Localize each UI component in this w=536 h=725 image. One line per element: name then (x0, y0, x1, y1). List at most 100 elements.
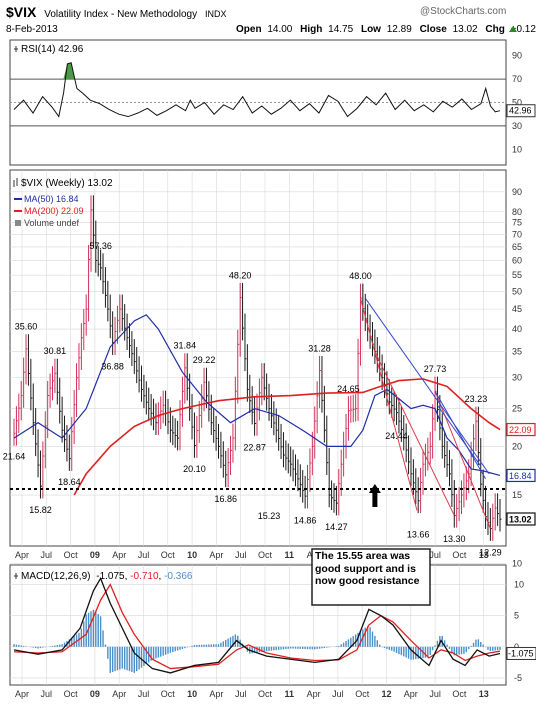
price-data-label: 24.44 (385, 431, 408, 441)
macd-x-tick-label: Oct (64, 689, 79, 699)
macd-legend-icon (14, 573, 18, 579)
price-value-badge-text: 22.09 (509, 425, 532, 435)
macd-line (13, 576, 501, 674)
rsi-legend-icon (14, 46, 18, 52)
price-y-tick-label: 50 (512, 286, 522, 296)
price-x-tick-label: Oct (258, 550, 273, 560)
price-data-label: 57.36 (89, 241, 112, 251)
rsi-y-tick-label: 50 (512, 98, 522, 108)
ma50-line (13, 314, 501, 477)
price-y-tick-label: 70 (512, 229, 522, 239)
price-x-tick-label: Jul (41, 550, 53, 560)
rsi-y-tick-label: 70 (512, 74, 522, 84)
macd-x-tick-label: Jul (429, 689, 441, 699)
rsi-line (13, 62, 501, 118)
price-data-label: 13.66 (407, 530, 430, 540)
price-y-tick-label: 35 (512, 347, 522, 357)
price-value-badge (506, 422, 536, 437)
macd-x-tick-label: 10 (187, 689, 197, 699)
price-legend-icon (13, 178, 18, 187)
macd-x-tick-label: Oct (161, 689, 176, 699)
volume-legend-swatch (15, 220, 21, 226)
volume-legend-text: Volume undef (24, 218, 80, 228)
price-value-badge-text: 16.84 (509, 471, 532, 481)
annotation-text: The 15.55 area was good support and is n… (315, 550, 420, 587)
price-x-tick-label: 13 (479, 550, 489, 560)
open-label: Open (236, 24, 262, 35)
price-x-tick-label: Jul (138, 550, 150, 560)
annotation-box (311, 548, 431, 606)
price-x-tick-label: 09 (90, 550, 100, 560)
macd-x-tick-label: Apr (112, 689, 126, 699)
macd-legend: MACD(12,26,9) -1.075, -0.710, -0.366 (14, 571, 193, 582)
macd-legend-text: MACD(12,26,9) -1.075, -0.710, -0.366 (21, 571, 193, 582)
macd-x-tick-label: 12 (381, 689, 391, 699)
macd-value-badge-text: -1.075 (508, 648, 534, 658)
price-x-tick-label: Oct (452, 550, 467, 560)
ohlc-readout: Open 14.00 High 14.75 Low 12.89 Close 13… (236, 24, 536, 35)
price-data-label: 22.87 (243, 442, 266, 452)
chart-date: 8-Feb-2013 (6, 24, 58, 35)
trendline-blue (437, 404, 482, 467)
rsi-value-badge-text: 42.96 (509, 106, 532, 116)
price-y-tick-label: 40 (512, 324, 522, 334)
price-data-label: 16.86 (214, 494, 237, 504)
low-value: 12.89 (387, 24, 412, 35)
macd-value-badge (506, 646, 536, 660)
price-y-tick-label: 10 (512, 559, 522, 569)
trendline-red (359, 298, 418, 511)
trendline-blue (364, 297, 490, 475)
macd-y-tick-label: 0 (514, 642, 519, 652)
price-value-badge (506, 512, 536, 526)
up-arrow-marker-icon (368, 484, 381, 507)
macd-legend-signal: -0.710 (130, 571, 159, 582)
macd-x-tick-label: Jul (138, 689, 150, 699)
price-y-tick-label: 25 (512, 404, 522, 414)
rsi-value-badge (506, 104, 536, 118)
price-legend: $VIX (Weekly) 13.02 MA(50) 16.84 MA(200)… (13, 178, 113, 228)
up-arrow-icon (509, 26, 517, 32)
price-y-tick-label: 15 (512, 490, 522, 500)
rsi-y-tick-label: 90 (512, 51, 522, 61)
trendline-red (374, 351, 455, 516)
price-data-label: 30.81 (44, 346, 67, 356)
macd-legend-macd: -1.075 (96, 571, 125, 582)
rsi-y-tick-label: 30 (512, 121, 522, 131)
rsi-legend: RSI(14) 42.96 (14, 44, 84, 55)
price-y-tick-label: 65 (512, 242, 522, 252)
macd-y-tick-label: 5 (514, 611, 519, 621)
price-data-label: 18.64 (58, 477, 81, 487)
chg-label: Chg (485, 24, 504, 35)
macd-x-tick-label: Jul (235, 689, 247, 699)
macd-legend-hist: -0.366 (164, 571, 193, 582)
price-y-tick-label: 60 (512, 255, 522, 265)
annotation-callout: The 15.55 area was good support and is n… (311, 548, 431, 606)
price-legend-text: $VIX (Weekly) 13.02 (21, 178, 113, 189)
macd-x-tick-label: Apr (404, 689, 418, 699)
price-data-label: 20.10 (183, 464, 206, 474)
open-value: 14.00 (267, 24, 292, 35)
price-x-tick-label: Oct (64, 550, 79, 560)
chg-value: +0.12 (+0.93%) (511, 24, 536, 35)
price-data-label: 27.73 (424, 364, 447, 374)
price-data-label: 35.60 (15, 322, 38, 332)
ma50-legend-text: MA(50) 16.84 (24, 194, 79, 204)
macd-x-tick-label: Jul (332, 689, 344, 699)
macd-layer: 10 5 0 -5 Apr Jul Oct 09 Apr Jul Oct 10 Apr Jul Oct 11 A… (10, 565, 536, 699)
price-x-tick-label: Oct (161, 550, 176, 560)
price-data-label: 48.00 (349, 271, 372, 281)
price-data-label: 36.88 (101, 362, 124, 372)
price-y-tick-label: 55 (512, 270, 522, 280)
macd-x-tick-label: Oct (355, 689, 370, 699)
price-x-tick-label: Jul (235, 550, 247, 560)
instrument-name: Volatility Index - New Methodology (44, 9, 197, 20)
close-label: Close (420, 24, 448, 35)
annotation-text-wrap: The 15.55 area was good support and is n… (315, 550, 420, 587)
low-label: Low (361, 24, 381, 35)
ma200-legend-text: MA(200) 22.09 (24, 206, 84, 216)
exchange-label: INDX (205, 9, 227, 19)
macd-x-tick-label: 09 (90, 689, 100, 699)
macd-x-tick-label: 11 (285, 689, 295, 699)
price-data-label: 12.29 (479, 547, 502, 557)
